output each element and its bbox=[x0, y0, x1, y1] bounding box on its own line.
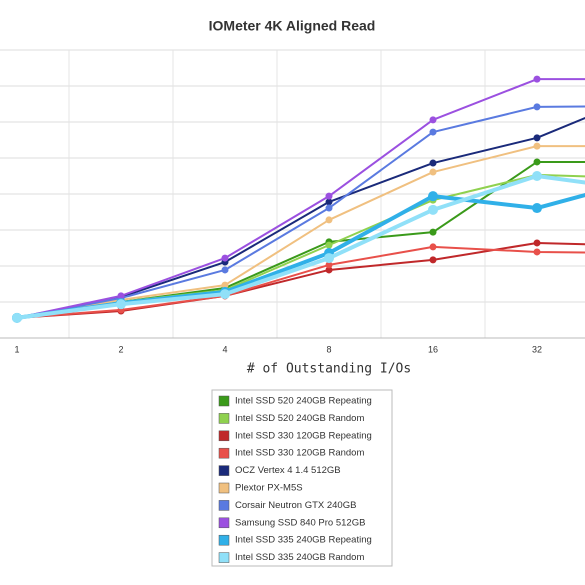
x-tick-label: 16 bbox=[428, 344, 438, 354]
series-line bbox=[16, 174, 585, 320]
x-tick-label: 4 bbox=[222, 344, 227, 354]
point bbox=[429, 116, 437, 124]
legend-swatch bbox=[218, 552, 230, 563]
series-line bbox=[16, 160, 585, 319]
point bbox=[325, 261, 333, 269]
legend-label: Intel SSD 330 120GB Random bbox=[235, 448, 364, 459]
point bbox=[429, 256, 437, 264]
point bbox=[221, 266, 229, 274]
legend bbox=[211, 389, 393, 567]
legend-swatch bbox=[218, 534, 230, 546]
point bbox=[533, 134, 541, 142]
point bbox=[325, 192, 333, 200]
point bbox=[533, 103, 541, 111]
point bbox=[325, 266, 333, 274]
point bbox=[325, 241, 333, 249]
legend-swatch bbox=[218, 413, 230, 424]
point bbox=[429, 243, 437, 251]
series-line bbox=[16, 116, 585, 319]
x-axis-label: # of Outstanding I/Os bbox=[247, 362, 411, 377]
legend-swatch bbox=[218, 517, 230, 529]
x-tick-label: 1 bbox=[14, 344, 19, 354]
x-tick-label: 32 bbox=[532, 344, 542, 354]
point bbox=[532, 203, 542, 214]
point bbox=[116, 299, 126, 310]
point bbox=[220, 289, 230, 300]
point bbox=[429, 128, 437, 136]
point bbox=[532, 171, 542, 181]
legend-label: Intel SSD 520 240GB Random bbox=[235, 413, 364, 424]
point bbox=[324, 253, 334, 264]
point bbox=[325, 204, 333, 212]
point bbox=[533, 158, 541, 166]
point bbox=[533, 248, 541, 256]
legend-label: Samsung SSD 840 Pro 512GB bbox=[235, 517, 365, 528]
x-tick-label: 2 bbox=[118, 344, 123, 354]
point bbox=[429, 159, 437, 167]
series-line bbox=[16, 145, 585, 319]
legend-label: Intel SSD 335 240GB Random bbox=[235, 552, 364, 563]
legend-swatch bbox=[218, 395, 230, 407]
point bbox=[533, 142, 541, 150]
point bbox=[428, 191, 438, 202]
point bbox=[325, 198, 333, 206]
point bbox=[117, 292, 125, 300]
legend-swatch bbox=[218, 482, 230, 494]
point bbox=[325, 216, 333, 224]
legend-swatch bbox=[218, 465, 230, 476]
legend-swatch bbox=[218, 430, 230, 442]
legend-label: Intel SSD 335 240GB Repeating bbox=[235, 535, 372, 546]
chart-title: IOMeter 4K Aligned Read bbox=[209, 18, 376, 34]
point bbox=[429, 228, 437, 236]
point bbox=[533, 75, 541, 83]
point bbox=[221, 254, 229, 262]
point bbox=[428, 204, 438, 215]
legend-label: Intel SSD 330 120GB Repeating bbox=[235, 430, 372, 441]
legend-label: Corsair Neutron GTX 240GB bbox=[235, 500, 356, 511]
x-tick-label: 8 bbox=[326, 344, 331, 354]
point bbox=[429, 168, 437, 176]
legend-swatch bbox=[218, 447, 230, 459]
point bbox=[221, 281, 229, 289]
legend-label: OCZ Vertex 4 1.4 512GB bbox=[235, 465, 341, 476]
legend-label: Intel SSD 520 240GB Repeating bbox=[235, 396, 372, 407]
legend-label: Plextor PX-M5S bbox=[235, 483, 303, 494]
legend-swatch bbox=[218, 500, 230, 511]
series-line bbox=[16, 173, 585, 319]
point bbox=[533, 239, 541, 247]
point bbox=[12, 312, 22, 323]
